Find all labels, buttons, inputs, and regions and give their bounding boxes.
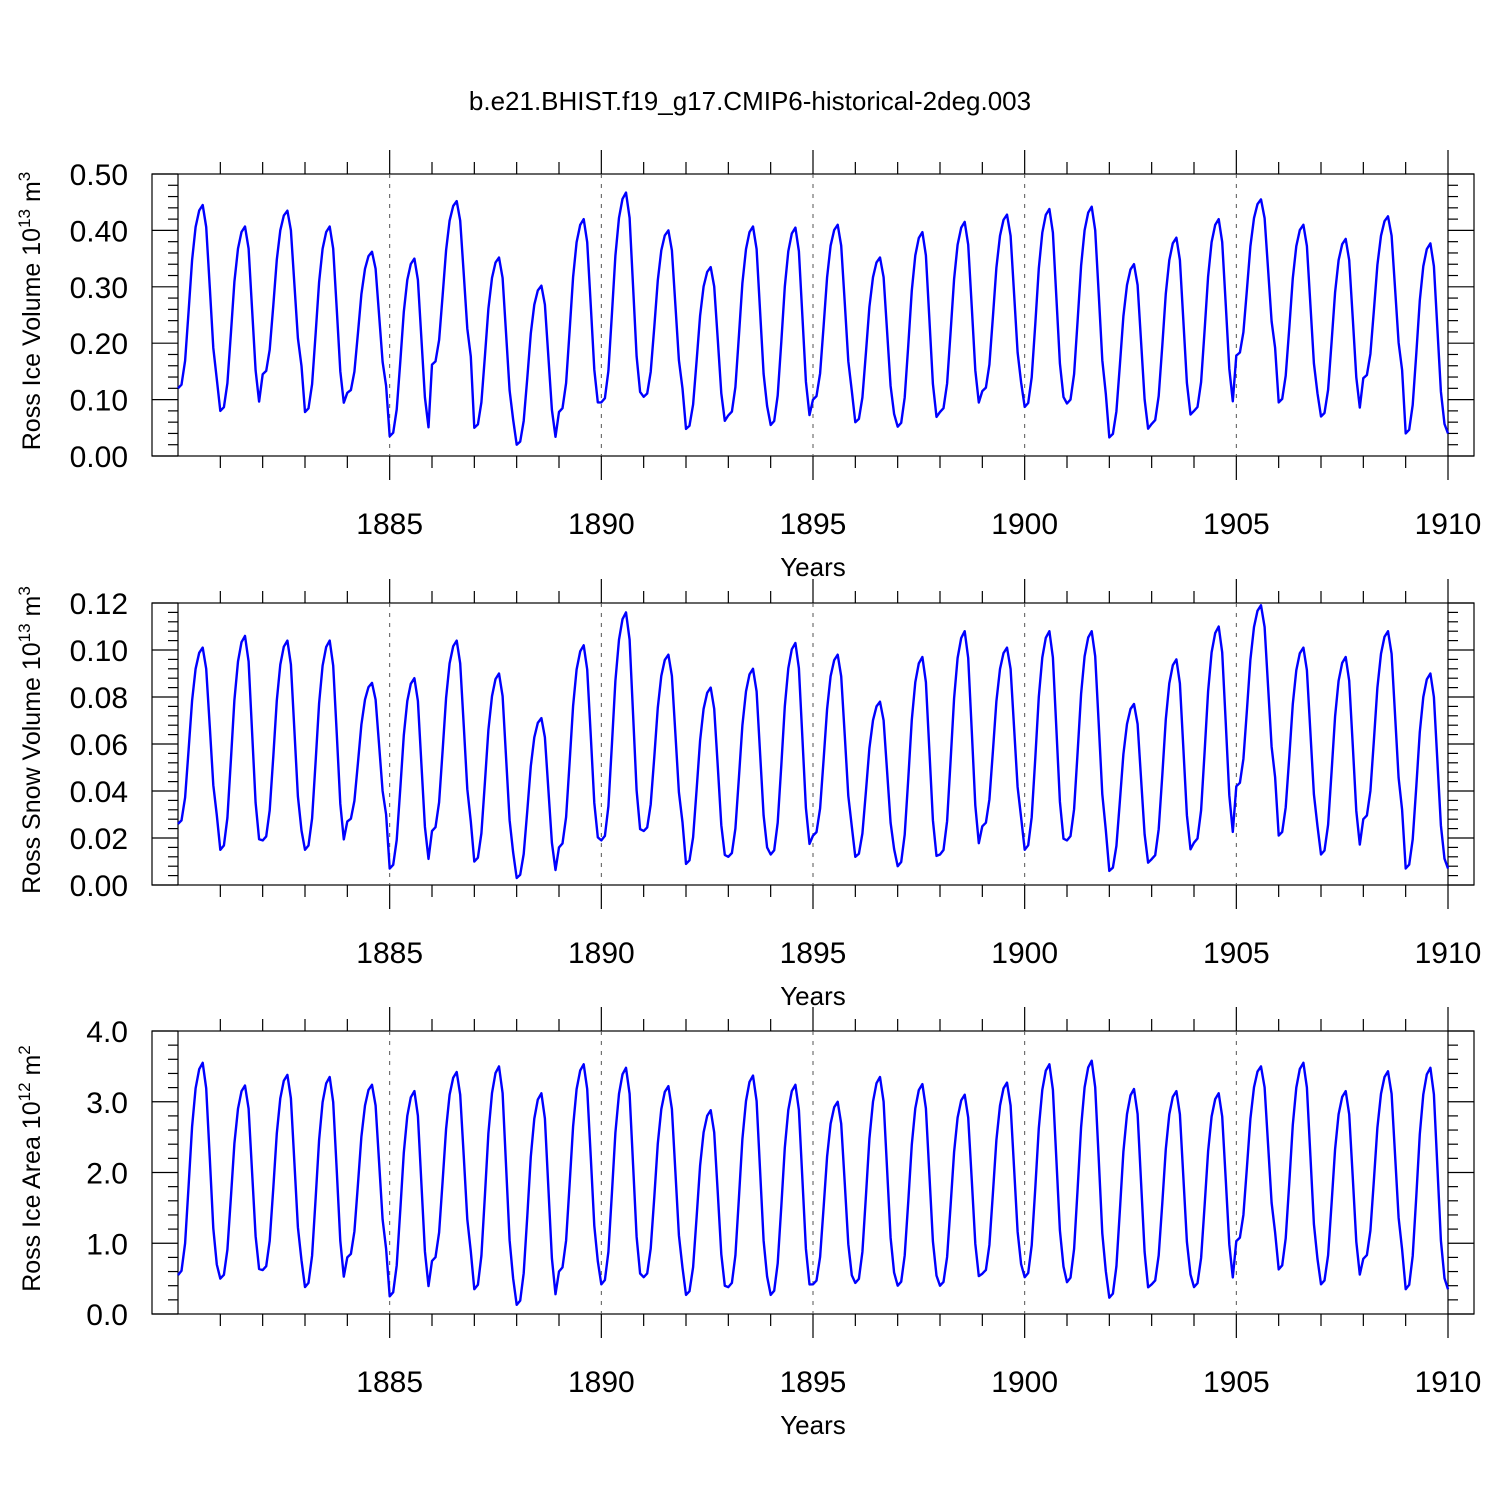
series-line [177, 191, 1450, 446]
y-tick-label: 3.0 [86, 1087, 128, 1120]
y-tick-label: 0.08 [70, 682, 128, 715]
x-tick-label: 1895 [780, 1366, 847, 1399]
panel-3: 0.0 1.0 2.0 3.0 4.0 1885 1890 1895 1900 1905 1910 Y… [15, 1007, 1481, 1440]
y-tick-label: 4.0 [86, 1016, 128, 1049]
x-tick-label: 1900 [991, 508, 1058, 541]
panel-1: 0.00 0.10 0.20 0.30 0.40 0.50 1885 1890 1895 1900… [15, 150, 1481, 582]
x-tick-label: 1910 [1415, 508, 1482, 541]
x-tick-label: 1895 [780, 508, 847, 541]
figure-title: b.e21.BHIST.f19_g17.CMIP6-historical-2de… [469, 86, 1031, 116]
y-tick-label: 0.04 [70, 776, 128, 809]
x-tick-label: 1890 [568, 937, 635, 970]
x-tick-label: 1900 [991, 1366, 1058, 1399]
y-axis-label: Ross Ice Area 1012 m2 [15, 1045, 46, 1292]
series-line [177, 1059, 1450, 1307]
x-tick-label: 1905 [1203, 937, 1270, 970]
y-tick-label: 0.40 [70, 215, 128, 248]
x-tick-label: 1910 [1415, 1366, 1482, 1399]
x-tick-label: 1900 [991, 937, 1058, 970]
series-line [177, 604, 1450, 880]
x-axis-label: Years [780, 981, 846, 1011]
x-tick-label: 1905 [1203, 1366, 1270, 1399]
panel-2: 0.00 0.02 0.04 0.06 0.08 0.10 0.12 1885 1890 1895… [15, 579, 1481, 1011]
y-tick-label: 0.10 [70, 385, 128, 418]
x-tick-label: 1885 [356, 937, 423, 970]
y-tick-label: 1.0 [86, 1228, 128, 1261]
x-tick-label: 1885 [356, 1366, 423, 1399]
x-tick-label: 1895 [780, 937, 847, 970]
x-tick-label: 1905 [1203, 508, 1270, 541]
y-tick-label: 0.50 [70, 159, 128, 192]
y-tick-label: 0.00 [70, 441, 128, 474]
y-axis-label: Ross Snow Volume 1013 m3 [15, 586, 46, 894]
x-tick-label: 1910 [1415, 937, 1482, 970]
y-tick-label: 0.0 [86, 1299, 128, 1332]
y-tick-label: 2.0 [86, 1158, 128, 1191]
y-tick-label: 0.20 [70, 328, 128, 361]
x-axis-label: Years [780, 552, 846, 582]
y-tick-label: 0.12 [70, 588, 128, 621]
x-tick-label: 1885 [356, 508, 423, 541]
x-tick-label: 1890 [568, 1366, 635, 1399]
y-tick-label: 0.00 [70, 870, 128, 903]
y-tick-label: 0.30 [70, 272, 128, 305]
y-tick-label: 0.02 [70, 823, 128, 856]
y-tick-label: 0.06 [70, 729, 128, 762]
y-tick-label: 0.10 [70, 635, 128, 668]
y-axis-label: Ross Ice Volume 1013 m3 [15, 172, 46, 451]
x-axis-label: Years [780, 1410, 846, 1440]
x-tick-label: 1890 [568, 508, 635, 541]
